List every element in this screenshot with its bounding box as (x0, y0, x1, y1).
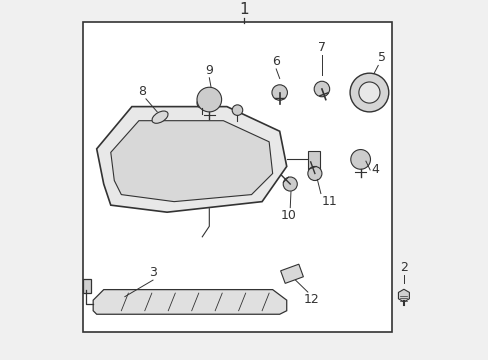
Text: 8: 8 (138, 85, 146, 98)
Circle shape (358, 82, 379, 103)
Circle shape (307, 166, 321, 180)
Text: 11: 11 (321, 195, 337, 208)
Text: 6: 6 (272, 55, 280, 68)
Polygon shape (398, 289, 408, 302)
Circle shape (313, 81, 329, 97)
Text: 10: 10 (280, 209, 296, 222)
Text: 4: 4 (370, 163, 378, 176)
Text: 9: 9 (205, 64, 213, 77)
Polygon shape (93, 289, 286, 314)
Polygon shape (280, 264, 303, 283)
Circle shape (350, 149, 370, 169)
Text: 2: 2 (399, 261, 407, 274)
Circle shape (197, 98, 207, 108)
Circle shape (349, 73, 388, 112)
Circle shape (271, 85, 287, 100)
FancyBboxPatch shape (82, 22, 391, 332)
Ellipse shape (152, 111, 168, 123)
Polygon shape (111, 121, 272, 202)
Circle shape (232, 105, 242, 116)
Circle shape (197, 87, 221, 112)
Text: 7: 7 (317, 41, 325, 54)
FancyBboxPatch shape (307, 150, 320, 170)
Text: 1: 1 (239, 2, 249, 17)
Text: 3: 3 (149, 266, 157, 279)
FancyBboxPatch shape (82, 279, 91, 293)
Text: 5: 5 (377, 51, 385, 64)
Polygon shape (97, 107, 286, 212)
Text: 12: 12 (303, 293, 319, 306)
Circle shape (283, 177, 297, 191)
